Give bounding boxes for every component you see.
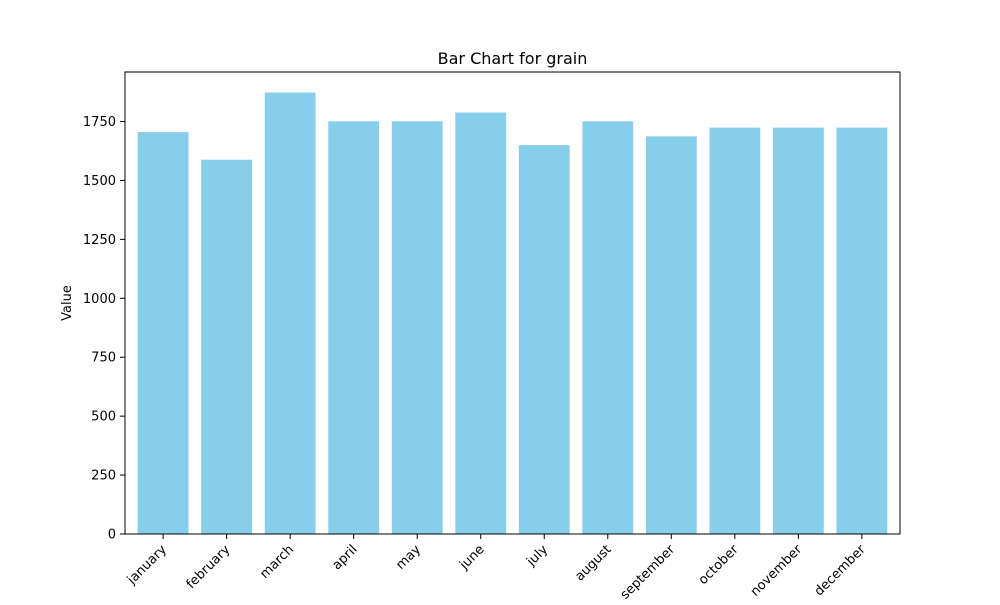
bar-october [709,127,761,534]
bar-january [137,132,189,534]
bars-group [137,92,888,535]
y-axis: 0 250 500 750 1000 1250 1500 1750 [83,115,125,543]
y-tick-label: 1750 [83,115,116,130]
y-tick-label: 250 [91,469,116,484]
y-tick-label: 1500 [83,174,116,189]
bar-may [391,121,443,534]
bar-november [772,127,824,534]
plot-area-frame [124,71,901,535]
y-tick-label: 750 [91,351,116,366]
bar-december [836,127,888,534]
bar-february [201,159,253,534]
chart-title: Bar Chart for grain [438,49,588,68]
bar-april [328,121,380,534]
y-axis-label: Value [60,285,75,321]
y-tick-label: 1000 [83,292,116,307]
bar-september [645,136,697,534]
bar-june [455,112,507,535]
y-tick-label: 1250 [83,233,116,248]
bar-july [518,145,570,535]
y-tick-label: 0 [108,528,116,543]
bar-march [264,92,316,534]
y-tick-label: 500 [91,410,116,425]
bar-august [582,121,634,534]
